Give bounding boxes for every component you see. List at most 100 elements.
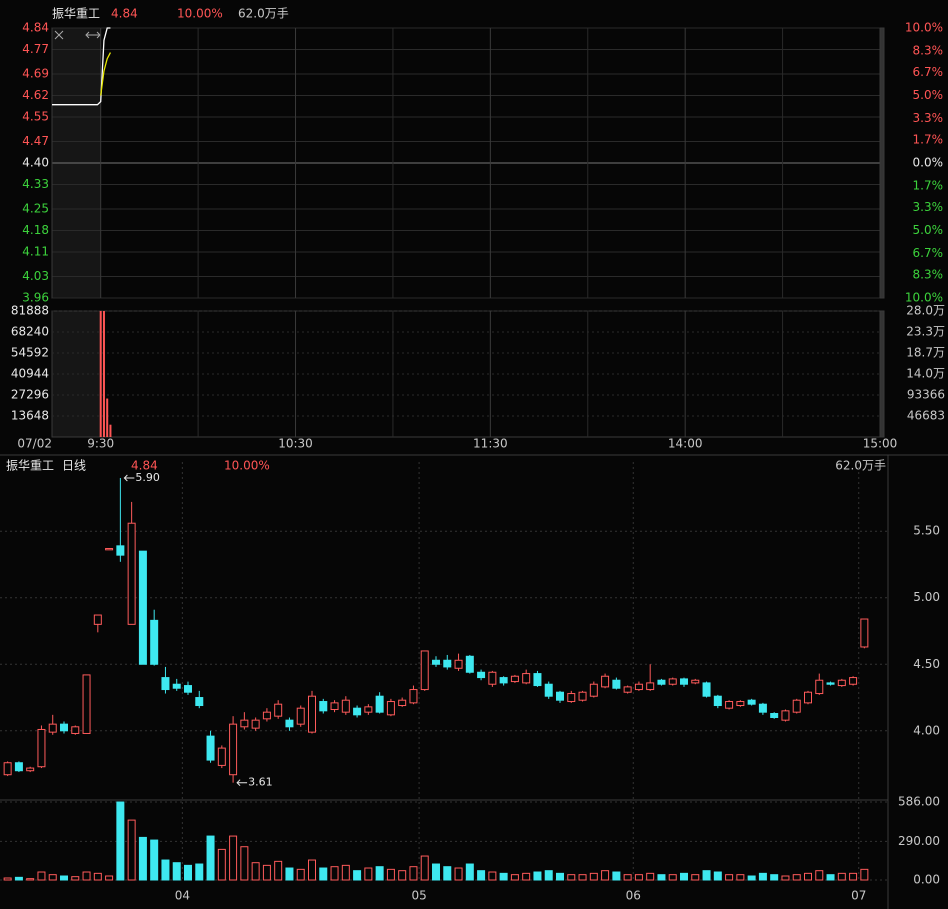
candle-body [353, 707, 362, 716]
y2-tick-label: 8.3% [913, 268, 944, 282]
last-price: 4.84 [111, 7, 138, 21]
y-tick-label: 4.18 [22, 223, 49, 237]
candle-body [14, 762, 23, 772]
volume-bar [860, 868, 869, 881]
candle-body [804, 691, 812, 704]
volume-bar [262, 864, 271, 881]
y2-tick-label: 0.0% [913, 156, 944, 170]
volume-bar [623, 874, 632, 881]
volume-bar [105, 875, 114, 881]
candle-body [680, 678, 688, 685]
period: 日线 [62, 459, 86, 473]
volume-bar [319, 867, 328, 881]
candle-body [454, 659, 463, 669]
volume-bar [657, 874, 666, 881]
annotation-arrow [236, 779, 248, 787]
annotation-label: 3.61 [248, 776, 273, 789]
volume-bar [71, 876, 80, 881]
y-tick-label: 5.50 [913, 524, 940, 538]
x-tick-label: 9:30 [87, 437, 114, 451]
candle-body [432, 659, 440, 665]
y-tick-label: 68240 [11, 325, 49, 339]
volume-bar [240, 846, 249, 881]
volume-text: 62.0万手 [835, 459, 886, 473]
candle-body [713, 695, 722, 707]
candle-body [612, 679, 621, 689]
volume-bar [274, 860, 283, 881]
y-tick-label: 5.00 [913, 590, 940, 604]
y2-tick-label: 18.7万 [906, 345, 945, 359]
volume-bar [251, 862, 260, 881]
volume-bar [510, 874, 519, 881]
volume-bar [375, 866, 384, 881]
volume-bar [386, 868, 395, 881]
volume-bar [533, 871, 542, 881]
candle-body [781, 710, 790, 721]
candle-body [195, 697, 204, 707]
resize-icon[interactable] [85, 31, 101, 39]
volume-bar [668, 874, 677, 881]
y-tick-label: 4.25 [22, 202, 49, 216]
y-tick-label: 4.33 [22, 177, 49, 191]
price-line [100, 52, 112, 96]
candle-body [691, 679, 700, 684]
y2-tick-label: 6.7% [913, 246, 944, 260]
icon-stroke [85, 31, 101, 39]
volume-bar [702, 870, 711, 881]
candle-body [758, 703, 767, 713]
y2-tick-label: 3.3% [913, 200, 944, 214]
candle-body [736, 701, 745, 707]
candle-body [826, 682, 835, 685]
close-zone [880, 28, 884, 298]
volume-bar [770, 874, 779, 881]
volume-bar [713, 871, 722, 881]
candle-body [375, 695, 384, 713]
volume-bar [589, 872, 598, 881]
annotation-label: 5.90 [135, 471, 160, 484]
annotation-arrow [123, 474, 135, 482]
y-tick-label: 54592 [11, 346, 49, 360]
y2-tick-label: 46683 [907, 408, 945, 422]
volume-bar [522, 872, 531, 881]
y2-tick-label: 28.0万 [906, 304, 945, 318]
candle-body [398, 699, 407, 707]
candle-body [499, 677, 508, 684]
candle-body [567, 693, 576, 703]
candle-body [341, 699, 350, 713]
stock-name: 振华重工 [52, 7, 100, 21]
y2-tick-label: 5.0% [913, 88, 944, 102]
volume-bar [443, 866, 452, 881]
candle-body [285, 719, 294, 728]
volume-bar [353, 870, 362, 881]
volume-bar [409, 866, 418, 881]
y2-tick-label: 6.7% [913, 65, 944, 79]
volume-bar [567, 874, 576, 881]
candle-body [48, 723, 57, 733]
volume-bar [465, 863, 474, 881]
y-tick-label: 4.03 [22, 269, 49, 283]
volume-bar [99, 311, 102, 437]
volume-bar [781, 875, 790, 881]
y-tick-label: 4.84 [22, 21, 49, 35]
volume-bar [127, 819, 136, 881]
y-tick-label: 4.47 [22, 134, 49, 148]
volume-bar [601, 870, 610, 881]
candle-body [589, 683, 598, 697]
volume-bar [285, 867, 294, 881]
y-tick-label: 4.62 [22, 88, 49, 102]
volume-bar [93, 872, 102, 881]
close-zone [880, 311, 884, 437]
y-tick-label: 4.40 [22, 156, 49, 170]
y2-tick-label: 10.0% [905, 21, 943, 35]
candle-body [544, 683, 553, 697]
close-icon[interactable] [54, 30, 64, 40]
change-percent: 10.00% [177, 7, 223, 21]
volume-bar [217, 848, 226, 881]
stock-name: 振华重工 [6, 459, 54, 473]
volume-bar [815, 870, 824, 881]
volume-bar [804, 872, 812, 881]
candle-body [229, 723, 238, 776]
x-tick-label: 07/02 [17, 437, 52, 451]
candle-body [657, 679, 666, 685]
